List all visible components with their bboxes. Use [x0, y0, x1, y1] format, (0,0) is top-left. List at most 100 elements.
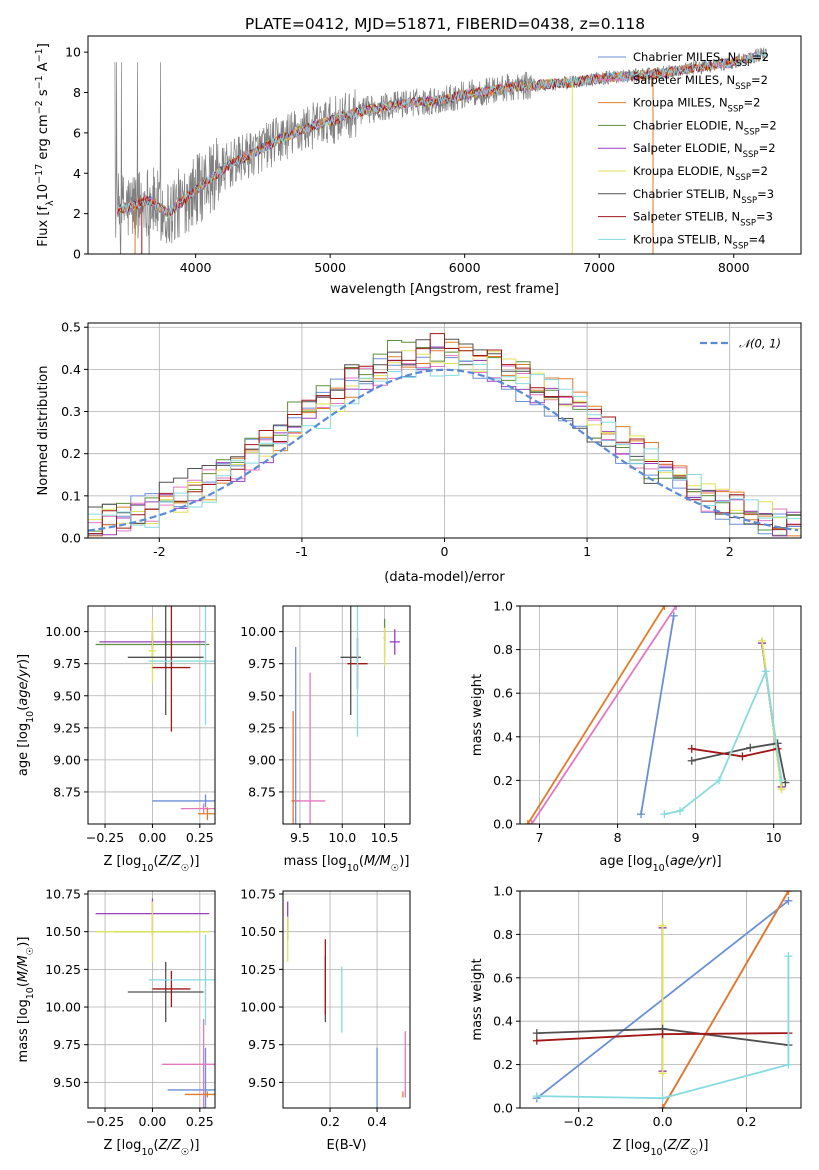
weight_vs_age-frame: [519, 605, 802, 825]
residuals-ytick-label: 0.0: [61, 531, 81, 546]
age_vs_Z-errorbar: [152, 606, 191, 732]
age_vs_Z-errorbar: [148, 606, 215, 726]
mass_vs_EBV-ytick-label: 10.75: [240, 887, 276, 902]
age_vs_Z-errorbar: [197, 807, 215, 821]
spectrum-legend-entry: Chabrier ELODIE, NSSP=2: [633, 118, 777, 137]
mass_vs_Z-errorbar: [167, 1047, 215, 1108]
mass_vs_EBV-ytick-label: 9.50: [248, 1075, 276, 1090]
spectrum-ytick-label: 6: [73, 125, 81, 140]
weight_vs_age-ytick-label: 0.6: [493, 686, 513, 701]
mass_vs_EBV-ytick-label: 10.25: [240, 962, 276, 977]
spectrum-ytick-label: 4: [73, 166, 81, 181]
age_vs_mass-errorbar: [389, 629, 400, 655]
weight_vs_age-series: [636, 611, 678, 819]
mass_vs_Z-xtick-label: −0.25: [86, 1114, 124, 1129]
spectrum-legend-entry: Kroupa ELODIE, NSSP=2: [633, 164, 768, 183]
weight_vs_Z-ytick-label: 1.0: [493, 884, 513, 899]
spectrum-axes: 4000 5000 6000 7000 8000 0 2 4 6 8 10 wavelength [A…: [34, 35, 802, 297]
mass_vs_Z-errorbar: [148, 934, 215, 1026]
age_vs_Z-axes: −0.25 0.00 0.25 8.75 9.00 9.25 9.50 9.75 10.00 Z …: [16, 605, 216, 874]
spectrum-marks: [114, 47, 768, 254]
spectrum-legend-entry: Chabrier STELIB, NSSP=3: [633, 187, 774, 206]
age_vs_Z-xtick-label: −0.25: [86, 830, 124, 845]
spectrum-legend-entry: Kroupa MILES, NSSP=2: [633, 96, 760, 115]
age_vs_Z-ytick-label: 8.75: [53, 784, 81, 799]
weight_vs_Z-axes: −0.2 0.0 0.2 0.0 0.2 0.4 0.6 0.8 1.0 Z [log10(Z/Z…: [470, 884, 802, 1158]
mass_vs_EBV-ytick-label: 9.75: [248, 1037, 276, 1052]
mass_vs_Z-ytick-label: 10.75: [45, 887, 81, 902]
age_vs_Z-xtick-label: 0.25: [186, 830, 214, 845]
weight_vs_Z-ytick-label: 0.0: [493, 1101, 513, 1116]
spectrum-xlabel: wavelength [Angstrom, rest frame]: [330, 282, 559, 297]
age_vs_mass-ytick-label: 9.50: [248, 688, 276, 703]
mass_vs_Z-errorbar: [152, 970, 191, 1008]
weight_vs_age-ytick-label: 1.0: [493, 599, 513, 614]
residuals-legend: 𝒩(0, 1): [700, 337, 781, 351]
age_vs_mass-ytick-label: 8.75: [248, 784, 276, 799]
mass_vs_EBV-axes: 0.2 0.4 9.50 9.75 10.00 10.25 10.50 10.75 E(B-V): [240, 887, 411, 1153]
age_vs_Z-xtick-label: 0.00: [139, 830, 167, 845]
residuals-xtick-label: 0: [441, 544, 449, 559]
mass_vs_Z-ytick-label: 10.25: [45, 962, 81, 977]
spectrum-legend-entry: Salpeter STELIB, NSSP=3: [633, 210, 773, 229]
residuals-ytick-label: 0.2: [61, 446, 81, 461]
residuals-xtick-label: 1: [583, 544, 591, 559]
age_vs_Z-ytick-label: 9.25: [53, 720, 81, 735]
spectrum-frame: [87, 35, 802, 255]
age_vs_mass-marks: [291, 606, 400, 824]
residual-histogram-step: [88, 350, 801, 538]
residuals-xtick-label: -2: [153, 544, 165, 559]
mass_vs_Z-ytick-label: 10.50: [45, 924, 81, 939]
weight_vs_age-series: [523, 606, 669, 824]
spectrum-legend-entry: Salpeter MILES, NSSP=2: [633, 73, 768, 92]
weight_vs_Z-ytick-label: 0.6: [493, 970, 513, 985]
spectrum-ytick-label: 0: [73, 247, 81, 262]
age_vs_Z-ytick-label: 10.00: [45, 624, 81, 639]
spectrum-legend: Chabrier MILES, NSSP=2 Salpeter MILES, NS…: [598, 50, 777, 251]
weight_vs_Z-ylabel: mass weight: [470, 958, 485, 1040]
weight_vs_Z-ytick-label: 0.2: [493, 1057, 513, 1072]
weight_vs_Z-xtick-label: −0.2: [564, 1114, 594, 1129]
mass_vs_Z-xtick-label: 0.00: [139, 1114, 167, 1129]
residuals-frame: [87, 322, 802, 539]
mass_vs_Z-errorbar: [95, 901, 210, 962]
mass_vs_Z-marks: [95, 898, 215, 1108]
age_vs_mass-errorbar: [291, 711, 295, 824]
mass_vs_EBV-xtick-label: 0.2: [320, 1114, 340, 1129]
weight_vs_Z-marks: [532, 891, 793, 1108]
age_vs_Z-frame: [87, 605, 216, 825]
mass_vs_EBV-xtick-label: 0.4: [367, 1114, 387, 1129]
residual-histogram-step: [88, 338, 801, 538]
weight_vs_Z-xlabel: Z [log10(Z/Z☉)]: [613, 1138, 709, 1158]
age_vs_Z-errorbar: [127, 606, 204, 715]
age_vs_mass-ytick-label: 9.00: [248, 752, 276, 767]
spectrum-ytick-label: 2: [73, 206, 81, 221]
age_vs_mass-ytick-label: 9.75: [248, 656, 276, 671]
age_vs_mass-axes: 9.5 10.0 10.5 8.75 9.00 9.25 9.50 9.75 10.00 mass…: [240, 605, 411, 874]
mass_vs_EBV-ytick-label: 10.50: [240, 924, 276, 939]
age_vs_mass-xtick-label: 9.5: [290, 830, 310, 845]
weight_vs_age-ylabel: mass weight: [470, 674, 485, 756]
age_vs_Z-ytick-label: 9.50: [53, 688, 81, 703]
weight_vs_age-xtick-label: 7: [536, 830, 544, 845]
mass_vs_Z-errorbar: [127, 961, 204, 1023]
spectrum-xtick-label: 5000: [314, 260, 346, 275]
mass_vs_Z-xlabel: Z [log10(Z/Z☉)]: [104, 1138, 200, 1158]
figure-title: PLATE=0412, MJD=51871, FIBERID=0438, z=0…: [245, 15, 645, 33]
age_vs_Z-errorbar: [148, 618, 157, 683]
mass_vs_Z-ytick-label: 10.00: [45, 1000, 81, 1015]
age_vs_Z-errorbar: [180, 803, 215, 814]
mass_vs_EBV-ytick-label: 10.00: [240, 1000, 276, 1015]
weight_vs_age-xtick-label: 10: [766, 830, 782, 845]
mass_vs_Z-errorbar: [184, 1091, 215, 1098]
weight_vs_age-marks: [523, 606, 790, 824]
residuals-ytick-label: 0.1: [61, 488, 81, 503]
mass_vs_EBV-marks: [287, 901, 406, 1108]
age_vs_mass-ytick-label: 9.25: [248, 720, 276, 735]
residuals-legend-entry: 𝒩(0, 1): [739, 337, 781, 351]
age_vs_mass-xtick-label: 10.0: [328, 830, 356, 845]
spectrum-model-line: [117, 50, 767, 220]
spectrum-legend-entry: Kroupa STELIB, NSSP=4: [633, 232, 765, 251]
spectrum-xtick-label: 8000: [718, 260, 750, 275]
spectrum-ytick-label: 8: [73, 85, 81, 100]
